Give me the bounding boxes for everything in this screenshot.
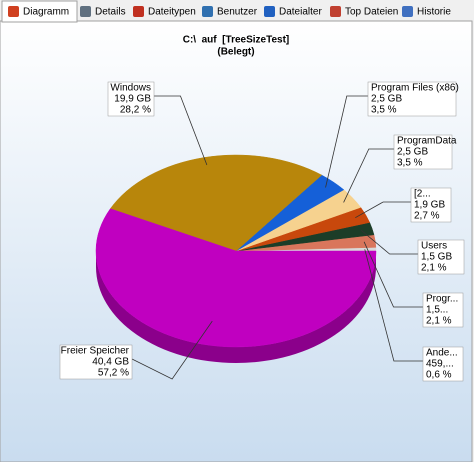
leader-line (363, 241, 423, 308)
leader-line (343, 148, 394, 203)
slice-name: Program Files (x86) (371, 83, 459, 94)
label-box (107, 81, 155, 117)
slice-name: Progr... (426, 294, 458, 305)
slice-size: 2,5 GB (397, 147, 428, 158)
slice-name: ProgramData (397, 136, 457, 147)
slice-percent: 28,2 % (120, 105, 151, 116)
slice-percent: 2,1 % (426, 316, 452, 327)
tab-icon[interactable] (8, 6, 19, 17)
slice-name: Ande... (426, 348, 458, 359)
slice-name: [2... (414, 189, 431, 200)
tab-label[interactable]: Historie (417, 7, 451, 18)
tab-label[interactable]: Dateialter (279, 7, 322, 18)
slice-size: 1,9 GB (414, 200, 445, 211)
tab-icon[interactable] (133, 6, 144, 17)
active-tab[interactable] (1, 0, 78, 23)
tab-icon[interactable] (80, 6, 91, 17)
slice-percent: 57,2 % (98, 368, 129, 379)
slice-size: 40,4 GB (92, 357, 129, 368)
tab-icon[interactable] (202, 6, 213, 17)
slice-percent: 3,5 % (371, 105, 397, 116)
label-box (417, 239, 465, 275)
tab-label[interactable]: Top Dateien (345, 7, 398, 18)
slice-name: Users (421, 241, 447, 252)
slice-size: 459,... (426, 359, 454, 370)
label-box (393, 134, 453, 170)
slice-size: 19,9 GB (114, 94, 151, 105)
label-box (422, 346, 464, 382)
slice-percent: 0,6 % (426, 370, 452, 381)
slice-size: 1,5 GB (421, 252, 452, 263)
slice-name: Freier Speicher (61, 346, 130, 357)
tab-label[interactable]: Benutzer (217, 7, 258, 18)
label-box (367, 81, 457, 117)
slice-size: 1,5... (426, 305, 448, 316)
slice-percent: 2,1 % (421, 263, 447, 274)
tab-label[interactable]: Diagramm (23, 7, 69, 18)
leader-line (131, 320, 213, 380)
label-box (422, 292, 464, 328)
tab-icon[interactable] (330, 6, 341, 17)
label-box (410, 187, 452, 223)
tab-label[interactable]: Details (95, 7, 126, 18)
leader-line (360, 230, 418, 255)
slice-percent: 3,5 % (397, 158, 423, 169)
slice-name: Windows (110, 83, 151, 94)
chart-subtitle: (Belegt) (217, 47, 254, 58)
leader-line (364, 249, 423, 362)
slice-percent: 2,7 % (414, 211, 440, 222)
tab-icon[interactable] (264, 6, 275, 17)
chart-title: C:\ auf [TreeSizeTest] (183, 35, 290, 46)
pie-slice (95, 208, 377, 348)
tab-label[interactable]: Dateitypen (148, 7, 196, 18)
leader-line (355, 201, 411, 219)
leader-line (154, 95, 208, 166)
leader-line (325, 95, 368, 188)
slice-size: 2,5 GB (371, 94, 402, 105)
tab-icon[interactable] (402, 6, 413, 17)
pie-side (96, 251, 376, 363)
label-box (59, 344, 133, 380)
